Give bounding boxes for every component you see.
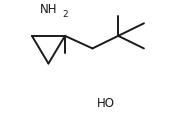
Text: HO: HO	[97, 97, 115, 110]
Text: NH: NH	[40, 3, 58, 16]
Text: 2: 2	[62, 10, 68, 19]
